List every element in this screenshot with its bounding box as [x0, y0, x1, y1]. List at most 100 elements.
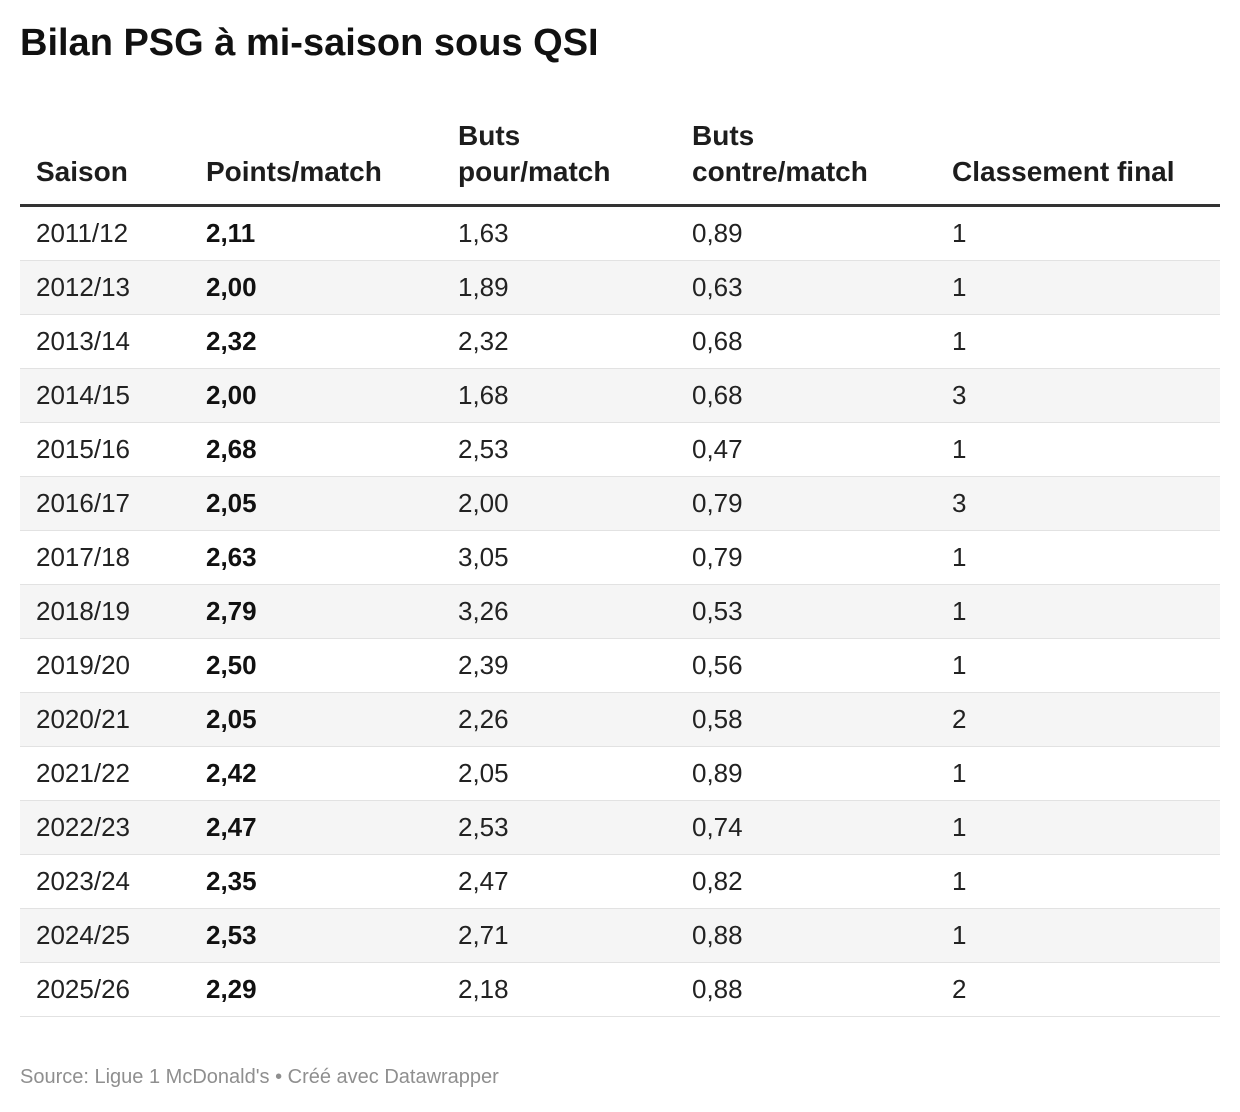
table-cell: 0,88: [676, 962, 936, 1017]
table-row: 2022/23 2,47 2,53 0,74 1: [20, 800, 1220, 855]
table-cell: 2022/23: [20, 800, 190, 855]
source-note: Source: Ligue 1 McDonald's • Créé avec D…: [20, 1066, 499, 1088]
table-cell: 0,89: [676, 746, 936, 801]
table-row: 2024/25 2,53 2,71 0,88 1: [20, 908, 1220, 963]
table-cell: 2019/20: [20, 638, 190, 693]
table-cell: 2,71: [442, 908, 676, 963]
table-cell: 2,00: [190, 368, 442, 423]
table-row: 2015/16 2,68 2,53 0,47 1: [20, 422, 1220, 477]
column-header-text: Points/match: [206, 156, 382, 187]
table-cell: 3: [936, 476, 1220, 531]
table-cell: 0,68: [676, 368, 936, 423]
table-cell: 3: [936, 368, 1220, 423]
column-header-text: Buts contre/match: [692, 120, 868, 187]
table-cell: 2018/19: [20, 584, 190, 639]
table-cell: 2,05: [190, 692, 442, 747]
table-cell: 1: [936, 638, 1220, 693]
table-cell: 1: [936, 854, 1220, 909]
table-cell: 1: [936, 205, 1220, 261]
table-cell: 2012/13: [20, 260, 190, 315]
table-row: 2012/13 2,00 1,89 0,63 1: [20, 260, 1220, 315]
table-cell: 2,50: [190, 638, 442, 693]
table-cell: 0,56: [676, 638, 936, 693]
column-header-text: Buts pour/match: [458, 120, 611, 187]
table-cell: 0,89: [676, 205, 936, 261]
table-row: 2016/17 2,05 2,00 0,79 3: [20, 476, 1220, 531]
table-row: 2021/22 2,42 2,05 0,89 1: [20, 746, 1220, 801]
table-body: 2011/12 2,11 1,63 0,89 1 2012/13 2,00 1,89 0,63 1…: [20, 205, 1220, 1017]
table-cell: 2020/21: [20, 692, 190, 747]
table-cell: 1: [936, 314, 1220, 369]
table-cell: 0,68: [676, 314, 936, 369]
table-cell: 2013/14: [20, 314, 190, 369]
table-cell: 2,79: [190, 584, 442, 639]
table-cell: 1,63: [442, 205, 676, 261]
column-header: Buts pour/match: [442, 118, 676, 207]
table-cell: 2025/26: [20, 962, 190, 1017]
table-cell: 2,42: [190, 746, 442, 801]
table-row: 2011/12 2,11 1,63 0,89 1: [20, 205, 1220, 261]
table-cell: 0,82: [676, 854, 936, 909]
table-cell: 2,32: [442, 314, 676, 369]
table-cell: 0,63: [676, 260, 936, 315]
column-header: Saison: [20, 118, 190, 207]
table-cell: 2015/16: [20, 422, 190, 477]
table-cell: 2,05: [190, 476, 442, 531]
table-row: 2018/19 2,79 3,26 0,53 1: [20, 584, 1220, 639]
table-cell: 1: [936, 260, 1220, 315]
table-cell: 2,26: [442, 692, 676, 747]
table-cell: 0,79: [676, 476, 936, 531]
table-row: 2013/14 2,32 2,32 0,68 1: [20, 314, 1220, 369]
table-cell: 2,29: [190, 962, 442, 1017]
table-cell: 2,18: [442, 962, 676, 1017]
table-cell: 2,53: [190, 908, 442, 963]
table-cell: 2023/24: [20, 854, 190, 909]
column-header-text: Saison: [36, 156, 128, 187]
table-row: 2023/24 2,35 2,47 0,82 1: [20, 854, 1220, 909]
table-cell: 2,53: [442, 800, 676, 855]
table-cell: 2024/25: [20, 908, 190, 963]
column-header: Classement final: [936, 118, 1220, 207]
table-row: 2025/26 2,29 2,18 0,88 2: [20, 962, 1220, 1017]
table-cell: 2,63: [190, 530, 442, 585]
table-row: 2017/18 2,63 3,05 0,79 1: [20, 530, 1220, 585]
table-cell: 2,00: [442, 476, 676, 531]
table-cell: 0,74: [676, 800, 936, 855]
table-cell: 2,32: [190, 314, 442, 369]
table-cell: 2,53: [442, 422, 676, 477]
column-header: Buts contre/match: [676, 118, 936, 207]
table-cell: 2,05: [442, 746, 676, 801]
table-cell: 3,05: [442, 530, 676, 585]
table-cell: 2: [936, 962, 1220, 1017]
table-cell: 2,11: [190, 205, 442, 261]
table-cell: 2021/22: [20, 746, 190, 801]
table-cell: 1: [936, 746, 1220, 801]
table-cell: 2016/17: [20, 476, 190, 531]
table-cell: 2: [936, 692, 1220, 747]
table-cell: 0,47: [676, 422, 936, 477]
table-cell: 1: [936, 800, 1220, 855]
table-row: 2020/21 2,05 2,26 0,58 2: [20, 692, 1220, 747]
table-cell: 0,53: [676, 584, 936, 639]
table-row: 2019/20 2,50 2,39 0,56 1: [20, 638, 1220, 693]
table-cell: 2,35: [190, 854, 442, 909]
table-cell: 0,88: [676, 908, 936, 963]
title: Bilan PSG à mi-saison sous QSI: [20, 22, 599, 64]
table-cell: 2014/15: [20, 368, 190, 423]
table-cell: 0,79: [676, 530, 936, 585]
table-cell: 1: [936, 908, 1220, 963]
table-cell: 2,47: [190, 800, 442, 855]
table-cell: 2,68: [190, 422, 442, 477]
header-row: Saison Points/match Buts pour/match Buts co…: [20, 118, 1220, 207]
table-cell: 1,68: [442, 368, 676, 423]
table-cell: 3,26: [442, 584, 676, 639]
table-cell: 1: [936, 530, 1220, 585]
table-cell: 1: [936, 584, 1220, 639]
table-cell: 0,58: [676, 692, 936, 747]
table-cell: 2,39: [442, 638, 676, 693]
table-row: 2014/15 2,00 1,68 0,68 3: [20, 368, 1220, 423]
column-header-text: Classement final: [952, 156, 1175, 187]
table-cell: 2017/18: [20, 530, 190, 585]
table-cell: 1: [936, 422, 1220, 477]
